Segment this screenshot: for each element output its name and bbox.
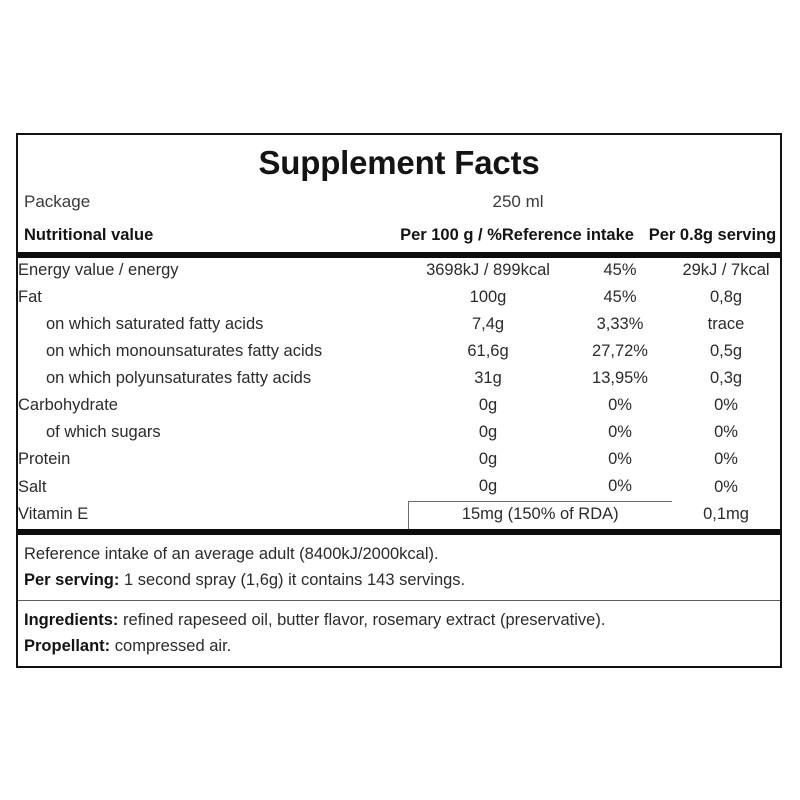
row-per-100g: 7,4g xyxy=(471,315,505,334)
row-nutrient-name: Carbohydrate xyxy=(18,396,118,415)
column-header-nutritional-value: Nutritional value xyxy=(24,225,154,244)
table-row: on which monounsaturates fatty acids 61,6… xyxy=(18,339,780,366)
row-per-100g: 61,6g xyxy=(467,342,509,361)
row-per-serving: trace xyxy=(707,315,745,334)
ingredients-block: Ingredients: refined rapeseed oil, butte… xyxy=(18,601,780,666)
row-nutrient-name: Vitamin E xyxy=(18,505,89,524)
column-header-row: Nutritional value Per 100 g / %Reference… xyxy=(18,220,780,252)
table-row: of which sugars 0g 0% 0% xyxy=(18,420,780,447)
row-per-100g: 0g xyxy=(478,396,498,415)
row-vitamin-e-merged-value: 15mg (150% of RDA) xyxy=(407,500,672,529)
table-row: on which saturated fatty acids 7,4g 3,33% t… xyxy=(18,312,780,339)
per-serving-text: 1 second spray (1,6g) it contains 143 se… xyxy=(119,571,466,589)
row-per-serving: 0,8g xyxy=(709,288,743,307)
row-reference-intake: 3,33% xyxy=(596,315,644,334)
row-per-serving: 0% xyxy=(714,477,738,496)
row-per-100g: 0g xyxy=(478,477,498,496)
row-nutrient-name: of which sugars xyxy=(46,423,161,442)
table-row: Fat 100g 45% 0,8g xyxy=(18,285,780,312)
row-per-serving: 0% xyxy=(714,450,738,469)
row-nutrient-name: on which polyunsaturates fatty acids xyxy=(46,369,312,388)
row-per-serving: 0% xyxy=(714,423,738,442)
package-label: Package xyxy=(24,191,91,211)
propellant-label: Propellant: xyxy=(24,637,111,656)
row-per-100g: 0g xyxy=(478,423,498,442)
row-nutrient-name: Fat xyxy=(18,288,42,307)
ingredients-line: Ingredients: refined rapeseed oil, butte… xyxy=(24,607,774,633)
row-per-100g: 3698kJ / 899kcal xyxy=(426,261,550,280)
per-serving-line: Per serving: 1 second spray (1,6g) it co… xyxy=(24,567,774,593)
row-per-serving: 0,1mg xyxy=(703,505,749,524)
column-header-per-serving: Per 0.8g serving xyxy=(648,225,777,244)
row-reference-intake: 45% xyxy=(603,288,637,307)
table-row: Protein 0g 0% 0% xyxy=(18,447,780,474)
row-reference-intake: 45% xyxy=(603,261,637,280)
column-header-per-100g: Per 100 g / %Reference intake xyxy=(400,225,634,244)
package-value: 250 ml xyxy=(492,191,544,211)
table-row: Carbohydrate 0g 0% 0% xyxy=(18,393,780,420)
row-nutrient-name: Energy value / energy xyxy=(18,261,179,280)
page-title: Supplement Facts xyxy=(258,144,540,181)
table-row-vitamin-e: Vitamin E 15mg (150% of RDA) 0,1mg xyxy=(18,500,780,529)
table-bottom-rule xyxy=(18,528,780,535)
reference-intake-line: Reference intake of an average adult (84… xyxy=(24,544,439,563)
nutrition-table-body: Energy value / energy 3698kJ / 899kcal 45%… xyxy=(18,258,780,529)
row-per-100g: 31g xyxy=(474,369,502,388)
row-per-100g: 0g xyxy=(478,450,498,469)
propellant-text: compressed air. xyxy=(110,637,232,656)
row-reference-intake: 0% xyxy=(608,450,632,469)
row-nutrient-name: Protein xyxy=(18,450,71,469)
row-per-serving: 0,3g xyxy=(709,369,743,388)
propellant-line: Propellant: compressed air. xyxy=(24,633,774,659)
row-per-serving: 0% xyxy=(714,396,738,415)
row-nutrient-name: on which monounsaturates fatty acids xyxy=(46,342,323,361)
row-reference-intake: 27,72% xyxy=(592,342,648,361)
row-nutrient-name: Salt xyxy=(18,477,47,496)
row-per-serving: 0,5g xyxy=(709,342,743,361)
per-serving-label: Per serving: xyxy=(24,571,120,589)
table-row: on which polyunsaturates fatty acids 31g 1… xyxy=(18,366,780,393)
reference-intake-note: Reference intake of an average adult (84… xyxy=(18,535,780,600)
header-divider-rule xyxy=(18,251,780,258)
table-row: Energy value / energy 3698kJ / 899kcal 45%… xyxy=(18,258,780,285)
row-per-100g: 100g xyxy=(469,288,507,307)
table-row: Salt 0g 0% 0% xyxy=(18,474,780,502)
ingredients-text: refined rapeseed oil, butter flavor, ros… xyxy=(118,611,606,630)
nutrition-table: Energy value / energy 3698kJ / 899kcal 45%… xyxy=(18,258,780,529)
row-per-serving: 29kJ / 7kcal xyxy=(682,261,770,280)
row-reference-intake: 0% xyxy=(608,423,632,442)
ingredients-label: Ingredients: xyxy=(24,611,119,630)
ingredients-divider-rule xyxy=(18,600,780,602)
row-reference-intake: 0% xyxy=(608,396,632,415)
row-reference-intake: 13,95% xyxy=(592,369,648,388)
row-nutrient-name: on which saturated fatty acids xyxy=(46,315,264,334)
package-row: Package 250 ml xyxy=(18,186,780,220)
supplement-facts-panel: Supplement Facts Package 250 ml Nutritio… xyxy=(16,133,782,669)
row-reference-intake: 0% xyxy=(608,477,632,496)
